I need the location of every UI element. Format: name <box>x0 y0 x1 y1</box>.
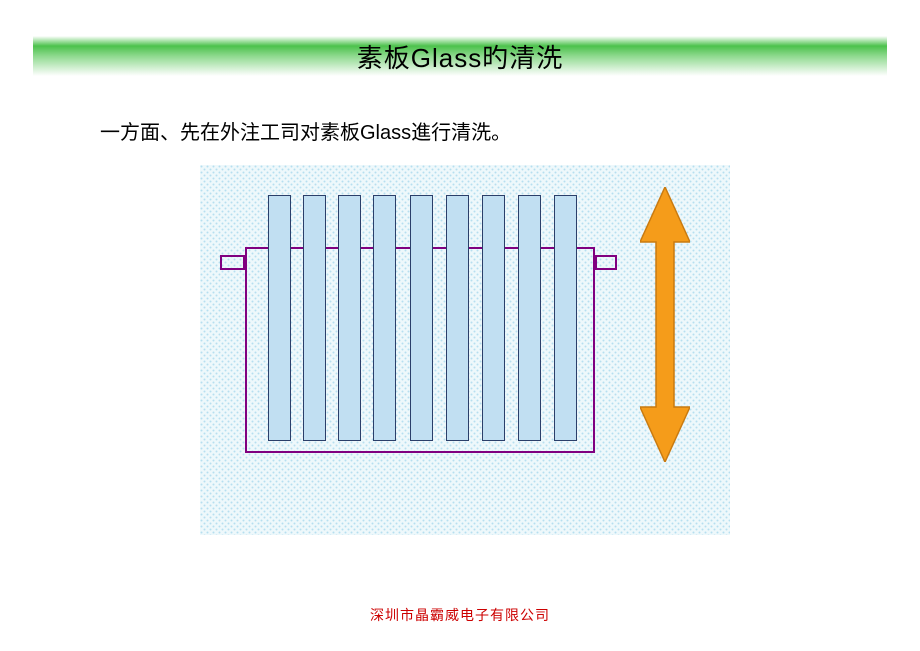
glass-bar <box>338 195 361 441</box>
title-bar: 素板Glass旳清洗 <box>33 36 887 76</box>
glass-bar <box>303 195 326 441</box>
slide-title: 素板Glass旳清洗 <box>357 38 563 75</box>
glass-bar <box>554 195 577 441</box>
container-handle-right <box>595 255 617 270</box>
updown-arrow-icon <box>640 187 690 462</box>
glass-bar <box>518 195 541 441</box>
diagram-area <box>200 165 730 535</box>
glass-bar <box>446 195 469 441</box>
glass-bar <box>482 195 505 441</box>
glass-bar <box>373 195 396 441</box>
footer-text: 深圳市晶霸威电子有限公司 <box>0 605 920 625</box>
glass-bar <box>268 195 291 441</box>
body-text: 一方面、先在外注工司对素板Glass進行清洗。 <box>100 116 511 145</box>
container-handle-left <box>220 255 245 270</box>
glass-bar <box>410 195 433 441</box>
